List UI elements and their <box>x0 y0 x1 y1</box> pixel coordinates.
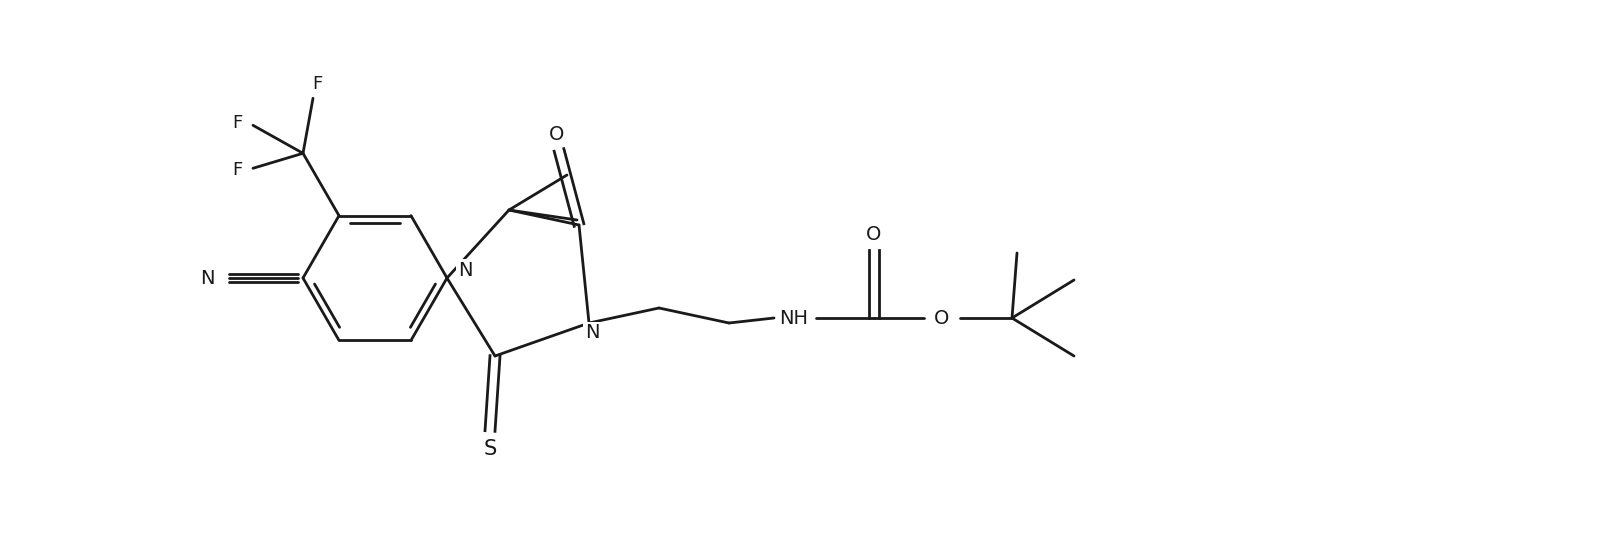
Text: N: N <box>201 268 216 287</box>
Text: S: S <box>483 439 496 459</box>
Text: F: F <box>232 114 241 132</box>
Text: N: N <box>457 261 472 280</box>
Text: O: O <box>866 224 882 243</box>
Text: NH: NH <box>779 309 808 328</box>
Text: F: F <box>232 161 241 179</box>
Text: N: N <box>584 324 599 343</box>
Text: O: O <box>934 309 950 328</box>
Text: O: O <box>549 124 565 143</box>
Text: F: F <box>312 75 322 93</box>
